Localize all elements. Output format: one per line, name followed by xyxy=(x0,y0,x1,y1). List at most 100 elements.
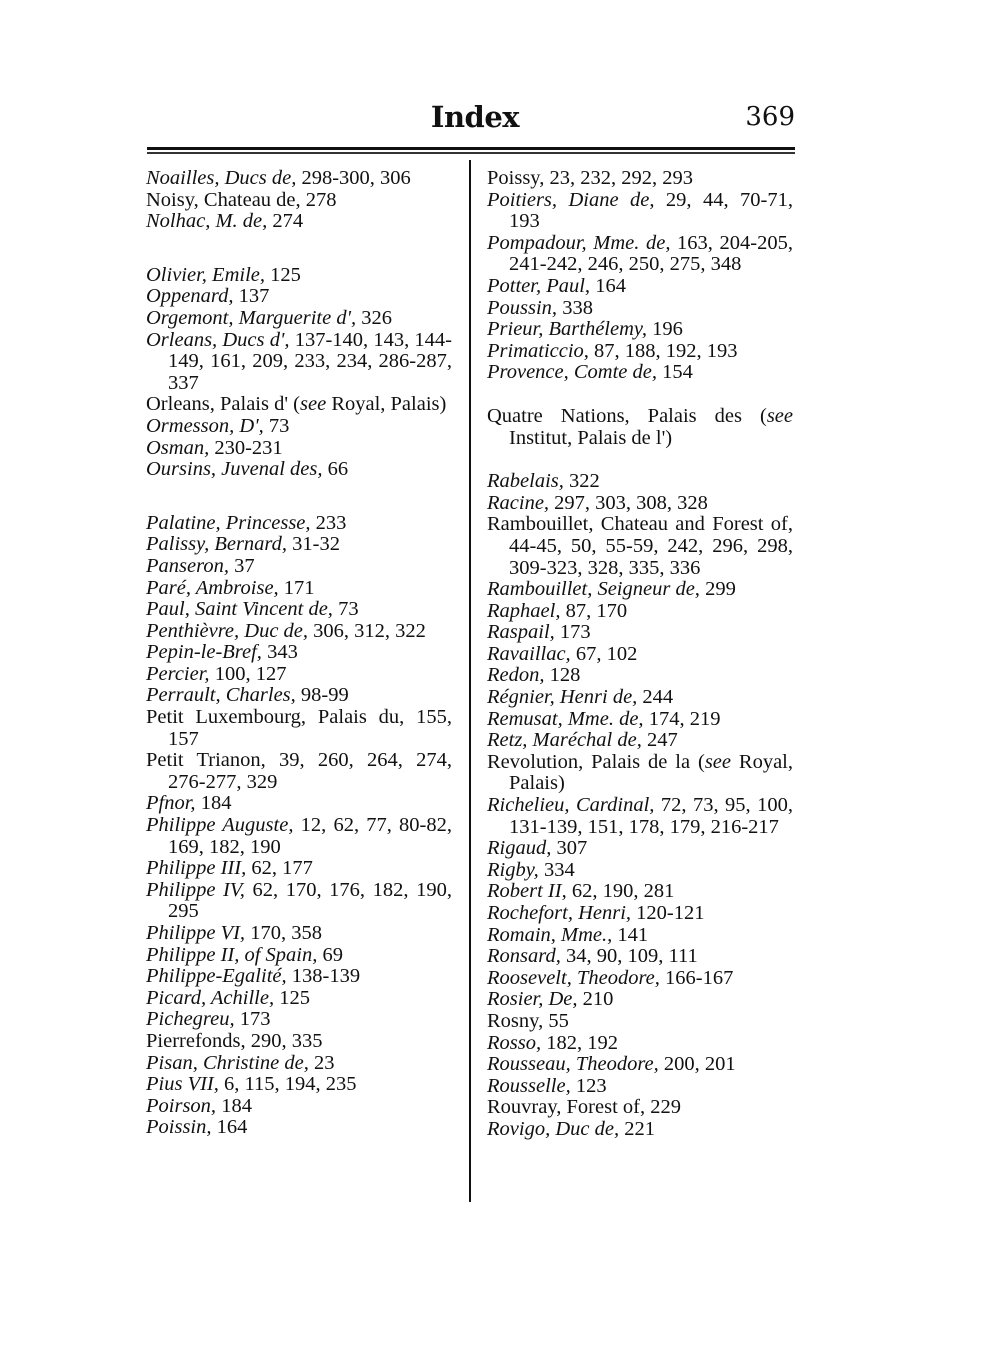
entry-text: Pierrefonds, 290, 335 xyxy=(146,1029,323,1052)
index-entry: Provence, Comte de, 154 xyxy=(487,362,793,384)
index-entry: Quatre Nations, Palais des (see Institut… xyxy=(487,404,793,449)
entry-text: Noisy, Chateau de, 278 xyxy=(146,188,337,211)
entry-name-italic: Poirson, xyxy=(146,1094,217,1117)
index-entry: Nolhac, M. de, 274 xyxy=(146,210,452,233)
index-entry: Pepin-le-Bref, 343 xyxy=(146,641,452,664)
entry-text: 184 xyxy=(216,1094,252,1117)
entry-name-italic: Philippe Auguste, xyxy=(146,814,294,837)
index-entry: Rabelais, 322 xyxy=(487,470,793,493)
page-number: 369 xyxy=(745,102,795,132)
entry-name-italic: Potter, Paul, xyxy=(487,274,591,297)
entry-name-italic: Rigaud, xyxy=(487,837,552,860)
entry-name-italic: Percier, xyxy=(146,662,210,685)
entry-text: Quatre Nations, Palais des ( xyxy=(487,404,767,427)
entry-text: 343 xyxy=(261,641,298,664)
entry-text: 163, 204-205, 241-242, 246, 250, 275, 34… xyxy=(509,231,793,276)
entry-text: 120-121 xyxy=(631,902,705,924)
entry-text: 87, 170 xyxy=(560,599,628,622)
index-entry: Racine, 297, 303, 308, 328 xyxy=(487,492,793,515)
entry-name-italic: Philippe II, of Spain, xyxy=(146,943,318,966)
entry-name-italic: Raspail, xyxy=(487,621,555,644)
page-title: Index xyxy=(430,100,520,134)
entry-name-italic: Richelieu, Cardinal, xyxy=(487,794,655,817)
index-entry: Percier, 100, 127 xyxy=(146,662,452,686)
entry-text: Poissy, 23, 232, 292, 293 xyxy=(487,167,693,189)
index-entry: Richelieu, Cardinal, 72, 73, 95, 100, 13… xyxy=(487,794,794,838)
index-entry: Philippe Auguste, 12, 62, 77, 80-82, 169… xyxy=(146,814,452,858)
entry-name-italic: Philippe VI, xyxy=(146,922,246,944)
entry-name-italic: Noailles, Ducs de, xyxy=(146,167,297,189)
entry-name-italic: see xyxy=(300,393,327,416)
entry-name-italic: see xyxy=(704,750,731,773)
entry-text: 98-99 xyxy=(295,684,349,707)
entry-text: 73 xyxy=(332,598,359,621)
entry-name-italic: Ronsard, xyxy=(487,945,561,968)
index-entry: Petit Luxembourg, Palais du, 155, 157 xyxy=(146,706,452,750)
entry-text: Institut, Palais de l') xyxy=(509,426,673,449)
index-entry: Redon, 128 xyxy=(487,665,793,687)
entry-text: 184 xyxy=(195,792,232,815)
entry-name-italic: Orleans, Ducs d', xyxy=(146,328,290,351)
header-rule-thin xyxy=(147,152,795,154)
index-entry: Potter, Paul, 164 xyxy=(487,274,793,298)
entry-name-italic: Nolhac, M. de, xyxy=(146,210,268,233)
entry-name-italic: Perrault, Charles, xyxy=(146,684,296,707)
index-entry: Poissin, 164 xyxy=(146,1117,452,1139)
entry-name-italic: Ravaillac, xyxy=(487,642,571,665)
entry-text: 72, 73, 95, 100, 131-139, 151, 178, 179,… xyxy=(509,794,794,838)
index-entry: Petit Trianon, 39, 260, 264, 274, 276-27… xyxy=(146,750,452,793)
index-entry: Pisan, Christine de, 23 xyxy=(146,1052,452,1075)
index-entry: Remusat, Mme. de, 174, 219 xyxy=(487,707,793,731)
entry-name-italic: Oursins, Juvenal des, xyxy=(146,458,323,481)
index-entry: Palissy, Bernard, 31-32 xyxy=(146,534,452,556)
entry-text: 299 xyxy=(699,578,736,601)
entry-text: 31-32 xyxy=(287,533,340,556)
entry-text: 233 xyxy=(310,511,347,534)
entry-text: 37 xyxy=(228,554,255,577)
entry-text: 306, 312, 322 xyxy=(308,619,426,642)
index-entry: Olivier, Emile, 125 xyxy=(146,264,452,287)
entry-text: 66 xyxy=(322,458,349,481)
index-entry: Paré, Ambroise, 171 xyxy=(146,576,452,600)
index-entry: Rousseau, Theodore, 200, 201 xyxy=(487,1053,793,1076)
index-entry: Rosier, De, 210 xyxy=(487,989,793,1011)
entry-text: 128 xyxy=(544,664,581,687)
index-entry: Poitiers, Diane de, 29, 44, 70-71, 193 xyxy=(487,189,793,233)
entry-name-italic: Robert II, xyxy=(487,880,567,903)
index-entry: Picard, Achille, 125 xyxy=(146,986,452,1010)
entry-name-italic: Rigby, xyxy=(487,858,539,881)
index-entry: Noailles, Ducs de, 298-300, 306 xyxy=(146,167,452,190)
entry-text: 154 xyxy=(657,361,693,384)
entry-name-italic: Remusat, Mme. de, xyxy=(487,707,644,730)
index-entry: Oppenard, 137 xyxy=(146,286,452,308)
index-entry: Rosso, 182, 192 xyxy=(487,1032,793,1055)
entry-name-italic: Pichegreu, xyxy=(146,1008,235,1031)
index-entry: Philippe III, 62, 177 xyxy=(146,857,452,880)
index-entry: Romain, Mme., 141 xyxy=(487,924,793,947)
entry-text: 221 xyxy=(619,1117,655,1140)
entry-text: 298-300, 306 xyxy=(296,167,411,189)
entry-text: 125 xyxy=(274,986,310,1009)
entry-name-italic: Orgemont, Marguerite d', xyxy=(146,306,357,329)
entry-text: 170, 358 xyxy=(245,922,322,944)
entry-text: 62, 170, 176, 182, 190, 295 xyxy=(168,878,452,923)
entry-text: 171 xyxy=(278,576,315,599)
entry-text: 137-140, 143, 144-149, 161, 209, 233, 23… xyxy=(168,328,452,394)
index-entry: Philippe VI, 170, 358 xyxy=(146,922,452,945)
entry-text: 6, 115, 194, 235 xyxy=(218,1073,357,1096)
entry-text: 326 xyxy=(356,306,392,329)
entry-text: Petit Trianon, 39, 260, 264, 274, 276-27… xyxy=(146,749,452,793)
entry-name-italic: Redon, xyxy=(487,664,545,687)
entry-text: 173 xyxy=(554,621,591,644)
entry-name-italic: Rovigo, Duc de, xyxy=(487,1117,620,1140)
index-entry: Robert II, 62, 190, 281 xyxy=(487,881,793,903)
entry-text: Rosny, 55 xyxy=(487,1009,569,1032)
index-entry: Rigaud, 307 xyxy=(487,837,793,860)
entry-text: Orleans, Palais d' ( xyxy=(146,393,300,416)
index-entry: Palatine, Princesse, 233 xyxy=(146,511,452,535)
entry-text: 62, 177 xyxy=(246,857,313,880)
entry-text: 230-231 xyxy=(209,436,283,459)
index-entry: Philippe IV, 62, 170, 176, 182, 190, 295 xyxy=(146,878,452,923)
entry-text: 334 xyxy=(538,858,575,881)
index-entry: Rousselle, 123 xyxy=(487,1075,793,1098)
